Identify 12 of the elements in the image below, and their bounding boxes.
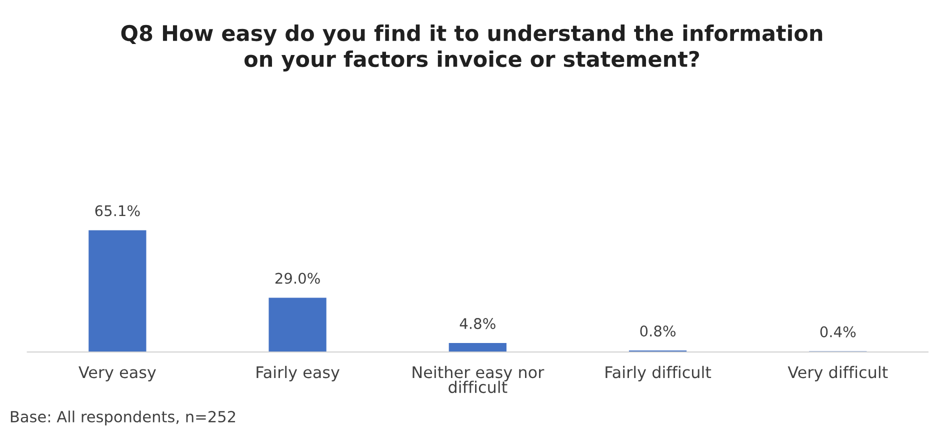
data-label: 0.4%: [820, 326, 856, 338]
x-tick-label: Fairly easy: [256, 366, 340, 382]
x-tick-label: Fairly difficult: [606, 366, 712, 382]
data-label: 65.1%: [95, 205, 140, 216]
text: Base: All respondents, n=252: [10, 410, 236, 426]
data-label: 29.0%: [275, 272, 320, 284]
x-tick-label: Very difficult: [788, 366, 888, 382]
data-label: 4.8%: [460, 318, 496, 330]
x-tick-label: Neither easy nor difficult: [412, 366, 544, 394]
x-tick-label: Very easy: [78, 366, 156, 382]
data-label: 0.8%: [640, 326, 676, 337]
chart-title: Q8 How easy do you find it to understand the information on your factors invoice or statement?: [121, 24, 822, 72]
